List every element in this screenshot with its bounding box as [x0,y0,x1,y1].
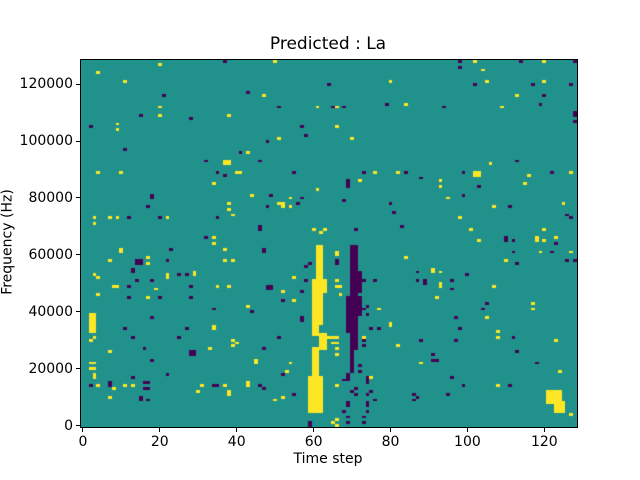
x-tick-mark [390,427,392,432]
x-tick-label: 80 [381,434,400,450]
chart-title: Predicted : La [269,34,387,54]
y-tick-label: 120000 [19,76,73,93]
y-tick-label: 0 [64,417,73,434]
x-tick-mark [466,427,468,432]
axes: 0 20 40 60 80 100 120 0 20000 40000 60000 80000 1000… [20,59,578,450]
y-tick-label: 80000 [28,189,73,206]
x-axis-label: Time step [293,451,363,467]
x-tick-label: 20 [150,434,169,450]
x-tick-mark [82,427,84,432]
y-tick-label: 100000 [19,133,73,150]
x-tick-mark [236,427,238,432]
y-tick-label: 20000 [28,360,73,377]
y-tick-mark [76,368,81,370]
x-tick-label: 60 [304,434,323,450]
x-tick-mark [313,427,315,432]
x-tick-mark [159,427,161,432]
y-tick-mark [76,311,81,313]
heatmap-canvas [81,60,577,427]
y-tick-mark [76,83,81,85]
y-tick-label: 40000 [28,303,73,320]
y-tick-label: 60000 [28,246,73,263]
y-tick-mark [76,140,81,142]
y-tick-mark [76,254,81,256]
x-tick-label: 40 [227,434,246,450]
x-tick-label: 100 [454,434,481,450]
y-tick-mark [76,425,81,427]
x-tick-label: 120 [530,434,558,450]
x-tick-label: 0 [78,434,88,450]
y-tick-mark [76,197,81,199]
x-tick-mark [543,427,545,432]
